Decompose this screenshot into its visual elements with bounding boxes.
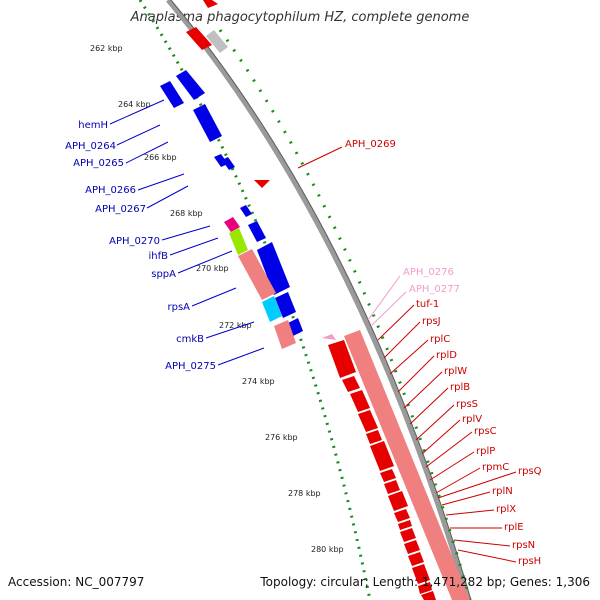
scale-labels: 262 kbp 264 kbp 266 kbp 268 kbp 270 kbp … — [90, 44, 344, 554]
gene-rplD — [358, 410, 378, 432]
highlight-blocks-left — [224, 217, 296, 349]
gene-rpsA — [275, 292, 296, 318]
scale-label-264: 264 kbp — [118, 100, 151, 109]
map-title: Anaplasma phagocytophilum HZ, complete g… — [130, 10, 470, 25]
gene-rplN — [404, 540, 420, 554]
gene-rplB — [370, 441, 394, 471]
gene-rplP — [394, 509, 410, 522]
gene-rplC — [350, 390, 370, 412]
label-APH_0277: APH_0277 — [409, 284, 460, 295]
label-APH_0276: APH_0276 — [403, 267, 454, 278]
leader-APH_0269 — [297, 146, 343, 169]
label-rpsA: rpsA — [167, 302, 190, 313]
gene-rpsN — [418, 582, 432, 594]
label-APH_0266: APH_0266 — [85, 185, 136, 196]
gene-red-top-2 — [203, 0, 218, 8]
pink-leaders — [367, 275, 407, 326]
gene-APH_0270 — [240, 205, 252, 217]
label-tuf-1: tuf-1 — [416, 299, 439, 310]
label-rplE: rplE — [504, 522, 524, 533]
block-green — [229, 228, 248, 255]
gene-tuf-1 — [328, 340, 356, 378]
top-features — [186, 0, 228, 53]
scale-label-266: 266 kbp — [144, 153, 177, 162]
label-APH_0265: APH_0265 — [73, 158, 124, 169]
reverse-genes — [322, 330, 470, 600]
label-sppA: sppA — [151, 269, 176, 280]
block-salmon-2 — [274, 320, 296, 349]
gene-red-top-1 — [186, 27, 212, 50]
genome-stats-text: Topology: circular; Length: 1,471,282 bp… — [260, 575, 590, 589]
accession-text: Accession: NC_007797 — [8, 575, 145, 589]
label-cmkB: cmkB — [176, 334, 204, 345]
gene-hemH — [160, 81, 184, 108]
right-labels: tuf-1 rpsJ rplC rplD rplW rplB rpsS rplV… — [416, 299, 542, 567]
gene-APH_0267 — [222, 157, 235, 170]
forward-genes — [160, 70, 303, 336]
scale-label-280: 280 kbp — [311, 545, 344, 554]
label-rplC: rplC — [430, 334, 450, 345]
label-APH_0270: APH_0270 — [109, 236, 160, 247]
gene-rplE — [412, 564, 430, 584]
label-rplN: rplN — [492, 486, 513, 497]
label-rplW: rplW — [444, 366, 467, 377]
label-hemH: hemH — [78, 120, 108, 131]
label-rpsJ: rpsJ — [422, 316, 441, 327]
scale-label-270: 270 kbp — [196, 264, 229, 273]
scale-label-262: 262 kbp — [90, 44, 123, 53]
gene-rpmC — [398, 520, 412, 530]
block-cyan — [262, 296, 282, 322]
gene-APH_0265 — [193, 104, 222, 142]
label-ihfB: ihfB — [149, 251, 169, 262]
label-rpsH: rpsH — [518, 556, 541, 567]
label-APH_0267: APH_0267 — [95, 204, 146, 215]
label-rplD: rplD — [436, 350, 457, 361]
gene-sppA — [257, 242, 290, 295]
gene-rpsH — [421, 591, 436, 600]
gene-rplW — [366, 430, 382, 444]
gene-APH_0269 — [254, 180, 270, 188]
label-rplV: rplV — [462, 414, 482, 425]
block-salmon-right — [344, 330, 470, 600]
genome-backbone — [166, 0, 471, 600]
left-labels: hemH APH_0264 APH_0265 APH_0266 APH_0267… — [65, 120, 216, 372]
gene-rpsQ — [400, 528, 416, 542]
label-APH_0275: APH_0275 — [165, 361, 216, 372]
scale-label-268: 268 kbp — [170, 209, 203, 218]
label-rplB: rplB — [450, 382, 470, 393]
scale-label-276: 276 kbp — [265, 433, 298, 442]
right-leaders — [377, 304, 517, 563]
gene-rpsC — [388, 491, 408, 511]
gene-rpsJ — [342, 376, 360, 392]
gene-pink-small — [322, 334, 336, 340]
gene-ihfB — [248, 221, 266, 242]
label-rplP: rplP — [476, 446, 495, 457]
scale-label-278: 278 kbp — [288, 489, 321, 498]
label-rpsQ: rpsQ — [518, 466, 542, 477]
block-magenta — [224, 217, 240, 232]
label-APH_0269: APH_0269 — [345, 139, 396, 150]
scale-label-274: 274 kbp — [242, 377, 275, 386]
gene-rpsS — [380, 469, 396, 482]
label-APH_0264: APH_0264 — [65, 141, 116, 152]
left-leaders — [109, 99, 265, 366]
label-rpsS: rpsS — [456, 399, 478, 410]
block-salmon-1 — [238, 249, 276, 300]
gene-APH_0266 — [214, 154, 228, 167]
gene-rplX — [408, 552, 424, 566]
label-rpsN: rpsN — [512, 540, 535, 551]
gene-grey-top — [206, 30, 228, 53]
label-rplX: rplX — [496, 504, 516, 515]
label-rpmC: rpmC — [482, 462, 509, 473]
scale-label-272: 272 kbp — [219, 321, 252, 330]
gene-rplV — [384, 480, 400, 494]
pink-labels: APH_0276 APH_0277 — [403, 267, 460, 295]
label-rpsC: rpsC — [474, 426, 497, 437]
gene-APH_0264 — [176, 70, 205, 100]
